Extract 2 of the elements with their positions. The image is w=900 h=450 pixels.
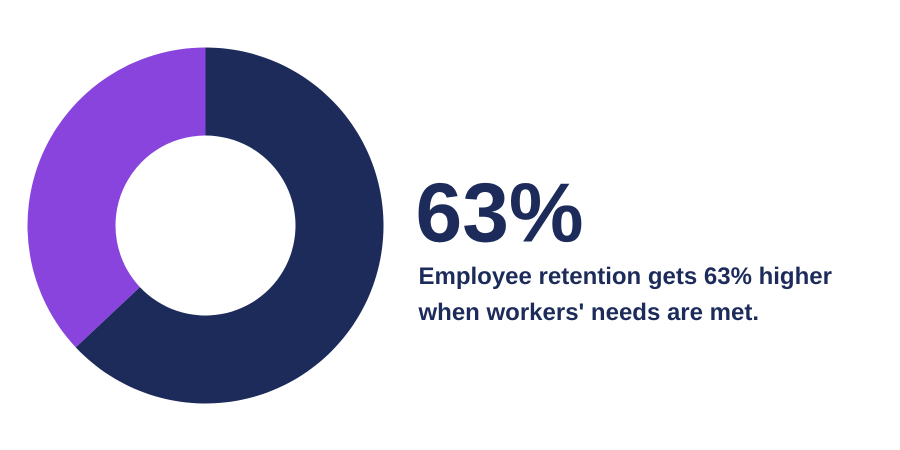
text: 63% [416, 166, 584, 260]
text: Employee retention gets 63% higher when workers' needs are met. [418, 263, 832, 326]
